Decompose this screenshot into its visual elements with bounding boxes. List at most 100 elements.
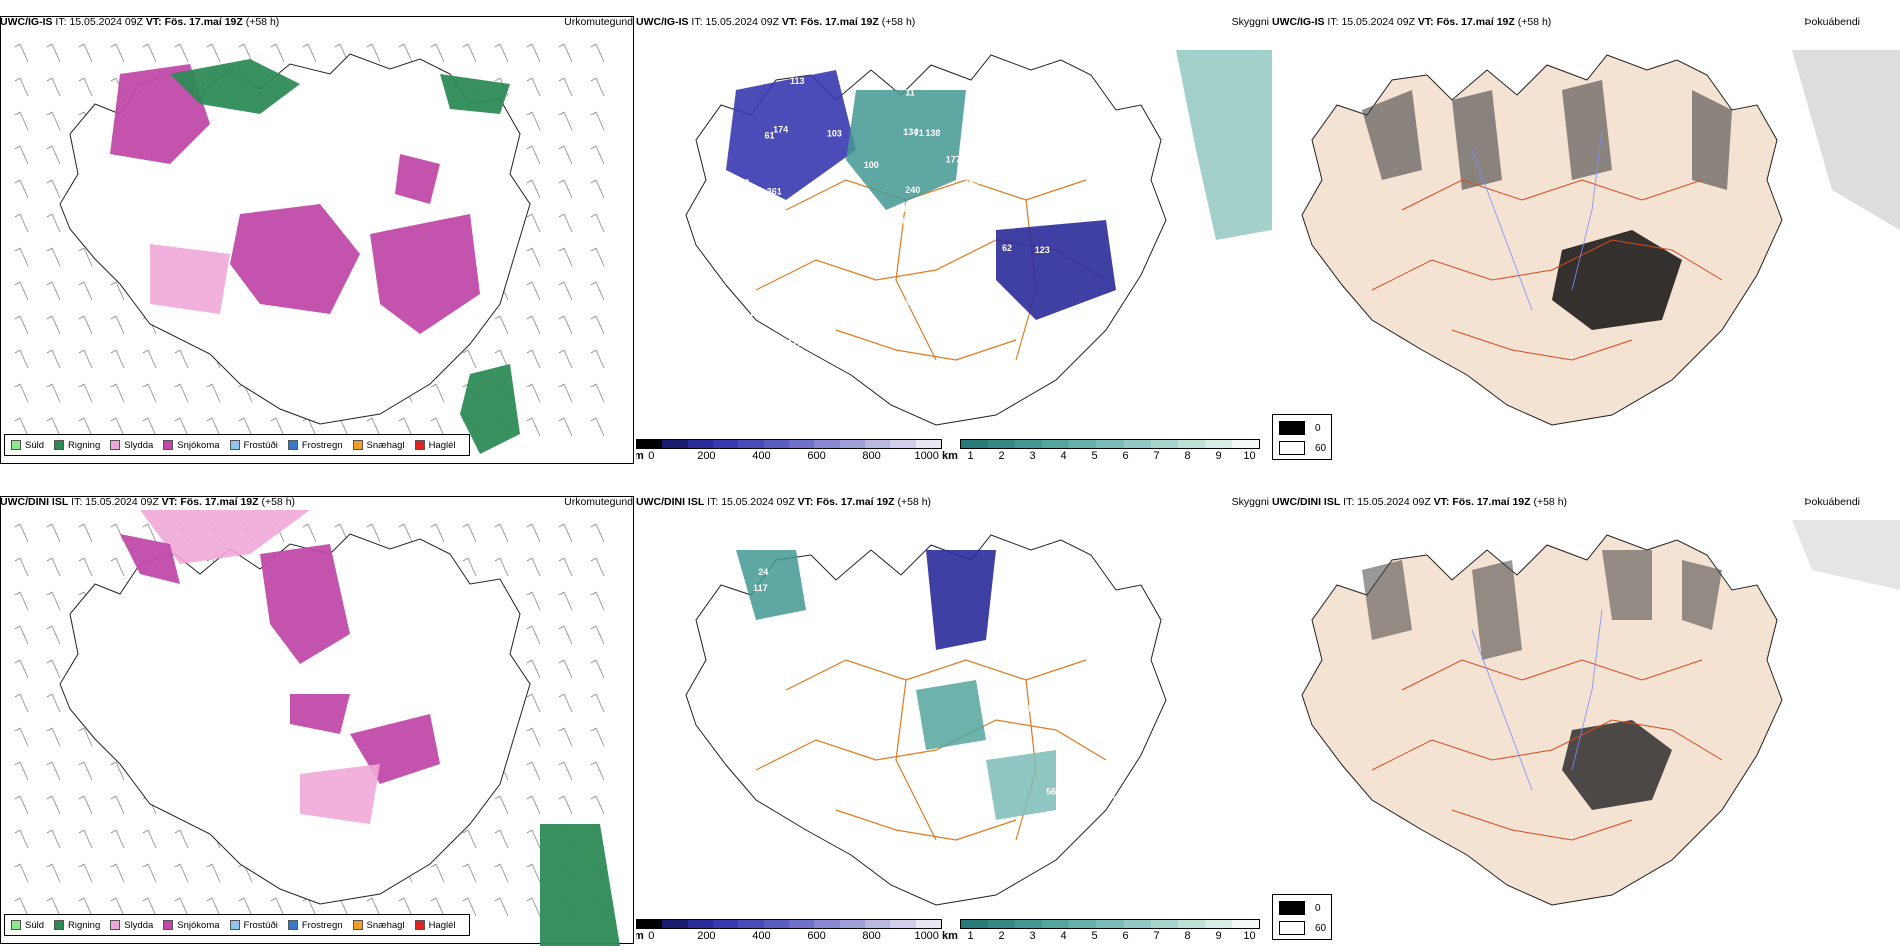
cloud-base-value: 11 [905,87,915,97]
colorbar-segment [763,440,789,448]
fog-panel-top: UWC/IG-IS IT: 15.05.2024 09Z VT: Fös. 17… [1272,14,1900,466]
snow-area [230,204,360,314]
colorbar-tick: 0 [648,930,655,942]
panel-header: UWC/DINI ISL IT: 15.05.2024 09Z VT: Fös.… [636,494,1272,510]
colorbar-segment [1069,440,1097,448]
wind-barb [142,897,157,917]
snow-area [370,214,480,334]
vis-area [736,550,806,620]
wind-barb [174,43,189,63]
wind-barb [558,383,573,403]
panel-header: UWC/DINI ISL IT: 15.05.2024 09Z VT: Fös.… [1272,494,1900,510]
wind-barb [110,829,125,849]
wind-barb [526,863,541,883]
cloud-base-value: 79 [753,679,763,689]
fog-core [1552,230,1682,330]
colorbar-segment [839,920,865,928]
cloud-base-labels: 9861120123243181146138102104113793613681… [736,76,1132,348]
wind-barb [46,897,61,917]
cloud-base-value: 62 [1002,243,1012,253]
wind-barb [110,43,125,63]
wind-barb [78,281,93,301]
colorbar-segment [1096,440,1124,448]
colorbar-segment [1177,920,1205,928]
wind-barb [430,383,445,403]
wind-barb [526,591,541,611]
colorbar-segment [915,440,941,448]
wind-barb [590,43,605,63]
panel-title: Þokuábendi [1804,496,1860,508]
it-value: 15.05.2024 09Z [69,16,143,28]
sleet-area [300,764,380,824]
wind-barb [558,315,573,335]
colorbar-tick: 200 [697,930,716,942]
colorbar-tick: 1000 [914,930,939,942]
wind-barb [238,897,253,917]
colorbar-segment [961,920,989,928]
wind-barb [590,213,605,233]
legend-item: Frostúði [229,920,278,931]
fog-map-bottom [1301,520,1900,906]
cloud-base-value: 148 [1100,790,1115,800]
cloud-base-value: 98 [922,219,932,229]
cloud-base-value: 120 [902,204,917,214]
precip-map-bottom [14,510,620,946]
sleet-area [140,510,310,564]
cloud-base-value: 20 [816,310,826,320]
cloud-base-value: 110 [788,338,803,348]
colorbar-segment [814,920,840,928]
wind-barb [14,281,29,301]
cloud-base-value: 79 [1110,334,1120,344]
wind-barb [558,795,573,815]
wind-barb [14,77,29,97]
wind-barb [526,523,541,543]
wind-barb [110,315,125,335]
colorbar-segment [1231,920,1260,928]
wind-barb [430,43,445,63]
cloud-base-value: 117 [753,583,768,593]
legend-swatch [11,440,21,450]
wind-barb [462,897,477,917]
colorbar-segment [864,440,891,448]
cloud-base-value: 88 [781,278,791,288]
legend-swatch [229,920,240,930]
legend-label: Snjókoma [177,919,220,931]
fog-legend-label: 60 [1315,922,1327,934]
wind-barb [110,897,125,917]
panel-title: Skyggni [1231,16,1269,28]
legend-label: Frostregn [301,439,343,451]
wind-barb [14,315,29,335]
colorbar-tick: 400 [752,930,771,942]
wind-barb [46,111,61,131]
wind-barb [206,417,221,437]
visibility-colorbar [960,439,1260,449]
cloud-panel-top: UWC/IG-IS IT: 15.05.2024 09Z VT: Fös. 17… [636,14,1272,466]
wind-barb [526,659,541,679]
wind-barb [590,383,605,403]
legend-label: Rigning [68,439,101,451]
cloud-base-value: 56 [1046,787,1056,797]
wind-barb [590,625,605,645]
wind-barb [270,417,285,437]
colorbar-segment [1042,440,1070,448]
legend-swatch [414,920,425,930]
legend-item: Haglél [414,920,456,931]
wind-barb [110,383,125,403]
wind-barb [110,863,125,883]
wind-barb [142,43,157,63]
snow-area [395,154,440,204]
roads [1371,659,1723,841]
colorbar-tick: 5 [1091,450,1098,462]
wind-barb [174,897,189,917]
wind-barb [558,625,573,645]
wind-barb [46,349,61,369]
wind-barb [558,557,573,577]
fog-legend-swatch [1279,901,1305,915]
cloud-base-value: 8 [1077,333,1082,343]
wind-barb [558,247,573,267]
wind-barb [78,557,93,577]
rivers [1471,129,1603,311]
fog-panel-bottom: UWC/DINI ISL IT: 15.05.2024 09Z VT: Fös.… [1272,494,1900,946]
colorbar-tick: 1 [967,930,974,942]
vt-value: Fös. 17.maí 19Z [180,496,259,508]
